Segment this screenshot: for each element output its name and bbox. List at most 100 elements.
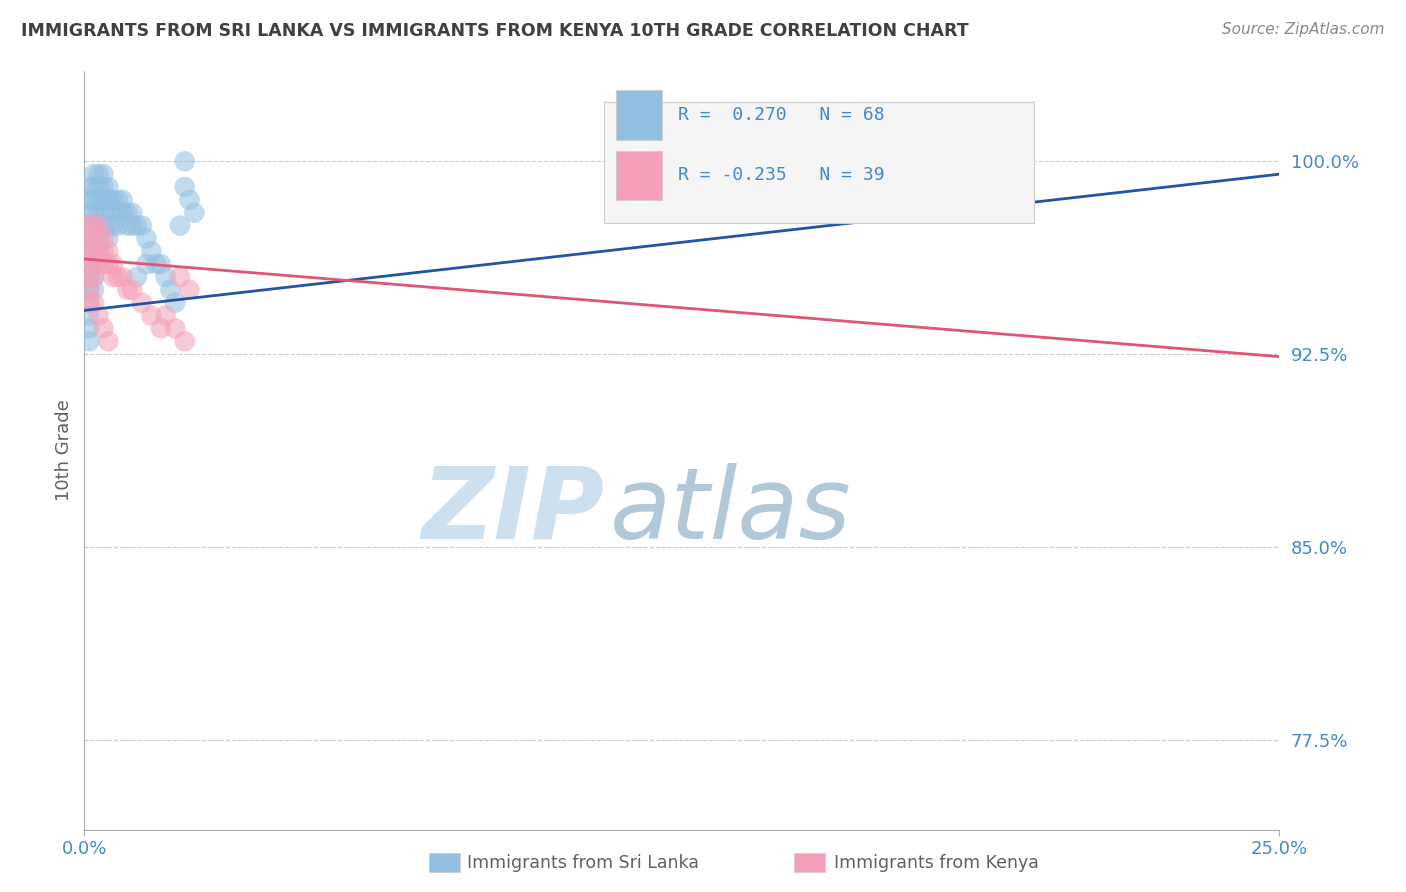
Point: [77, 219, 100, 233]
Point: [165, 295, 187, 310]
Point: [93, 244, 115, 259]
Point: [87, 193, 110, 207]
Point: [97, 231, 120, 245]
Point: [121, 219, 143, 233]
Point: [87, 244, 110, 259]
Point: [83, 180, 105, 194]
Point: [83, 283, 105, 297]
Point: [77, 244, 100, 259]
Point: [111, 205, 134, 219]
Point: [107, 270, 129, 285]
Point: [87, 231, 110, 245]
Point: [77, 283, 100, 297]
Point: [83, 270, 105, 285]
Point: [149, 321, 172, 335]
Point: [77, 270, 100, 285]
Point: [117, 205, 139, 219]
Point: [83, 219, 105, 233]
Point: [107, 205, 129, 219]
Point: [77, 219, 100, 233]
Point: [87, 167, 110, 181]
Point: [97, 180, 120, 194]
Point: [107, 219, 129, 233]
Point: [83, 231, 105, 245]
Point: [83, 257, 105, 271]
FancyBboxPatch shape: [616, 151, 662, 201]
Point: [83, 231, 105, 245]
Point: [87, 231, 110, 245]
Point: [77, 283, 100, 297]
Point: [93, 321, 115, 335]
Point: [97, 244, 120, 259]
Text: R =  0.270   N = 68: R = 0.270 N = 68: [678, 105, 884, 124]
Point: [131, 219, 153, 233]
Point: [77, 257, 100, 271]
Point: [179, 283, 201, 297]
Point: [77, 257, 100, 271]
Text: Immigrants from Sri Lanka: Immigrants from Sri Lanka: [467, 854, 699, 871]
Point: [87, 180, 110, 194]
Point: [173, 334, 195, 349]
Point: [149, 257, 172, 271]
Point: [93, 257, 115, 271]
Point: [173, 154, 195, 169]
Point: [183, 205, 205, 219]
Point: [117, 283, 139, 297]
Text: ZIP: ZIP: [422, 463, 605, 559]
Point: [87, 219, 110, 233]
Point: [135, 231, 157, 245]
Point: [83, 244, 105, 259]
Point: [97, 257, 120, 271]
Point: [87, 257, 110, 271]
Point: [83, 295, 105, 310]
Point: [77, 309, 100, 323]
Point: [77, 231, 100, 245]
Point: [111, 270, 134, 285]
Point: [173, 180, 195, 194]
Point: [77, 295, 100, 310]
Point: [125, 270, 148, 285]
Point: [169, 270, 191, 285]
Point: [93, 205, 115, 219]
Point: [165, 321, 187, 335]
Point: [83, 219, 105, 233]
Point: [179, 193, 201, 207]
Point: [77, 295, 100, 310]
Point: [77, 231, 100, 245]
Point: [155, 270, 177, 285]
Point: [97, 219, 120, 233]
Point: [93, 193, 115, 207]
Point: [83, 244, 105, 259]
Point: [97, 193, 120, 207]
Point: [155, 309, 177, 323]
Point: [121, 283, 143, 297]
Point: [83, 193, 105, 207]
Point: [125, 219, 148, 233]
Point: [77, 334, 100, 349]
Point: [77, 180, 100, 194]
Point: [101, 193, 124, 207]
Point: [145, 257, 167, 271]
Y-axis label: 10th Grade: 10th Grade: [55, 400, 73, 501]
Point: [77, 321, 100, 335]
Point: [87, 309, 110, 323]
Point: [77, 270, 100, 285]
Point: [141, 309, 163, 323]
Point: [169, 219, 191, 233]
Text: atlas: atlas: [610, 463, 852, 559]
Text: R = -0.235   N = 39: R = -0.235 N = 39: [678, 166, 884, 185]
Point: [97, 193, 120, 207]
FancyBboxPatch shape: [605, 102, 1035, 223]
Point: [159, 283, 181, 297]
Point: [131, 295, 153, 310]
Point: [141, 244, 163, 259]
Point: [83, 205, 105, 219]
Point: [101, 205, 124, 219]
Point: [121, 205, 143, 219]
Point: [77, 244, 100, 259]
Point: [87, 244, 110, 259]
Point: [101, 257, 124, 271]
Point: [87, 205, 110, 219]
Point: [101, 219, 124, 233]
Point: [101, 270, 124, 285]
